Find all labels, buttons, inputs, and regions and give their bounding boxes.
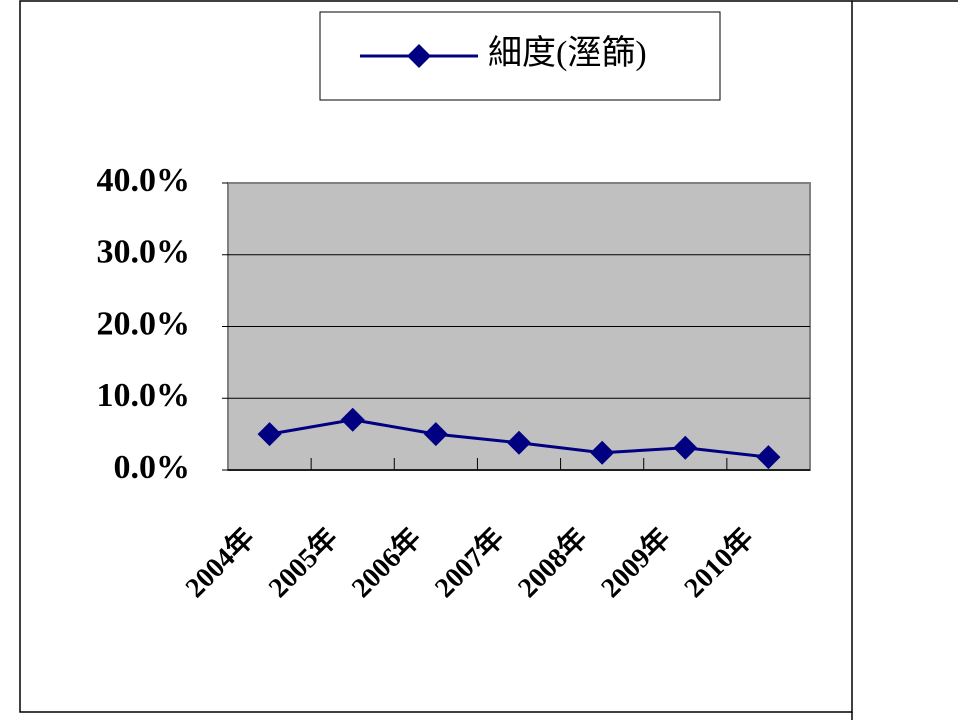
y-tick-label: 0.0%: [114, 449, 191, 486]
point-marker: [257, 422, 282, 447]
point-marker: [507, 430, 531, 455]
legend-label: 細度(溼篩): [488, 34, 647, 72]
point-marker: [756, 445, 781, 470]
legend-marker: [407, 44, 431, 68]
point-marker: [590, 440, 615, 465]
y-tick-label: 40.0%: [97, 162, 191, 199]
y-tick-label: 10.0%: [97, 377, 191, 414]
point-marker: [423, 422, 448, 447]
point-marker: [340, 407, 365, 432]
y-tick-label: 30.0%: [97, 234, 191, 271]
point-marker: [673, 435, 698, 460]
y-tick-label: 20.0%: [97, 305, 191, 342]
